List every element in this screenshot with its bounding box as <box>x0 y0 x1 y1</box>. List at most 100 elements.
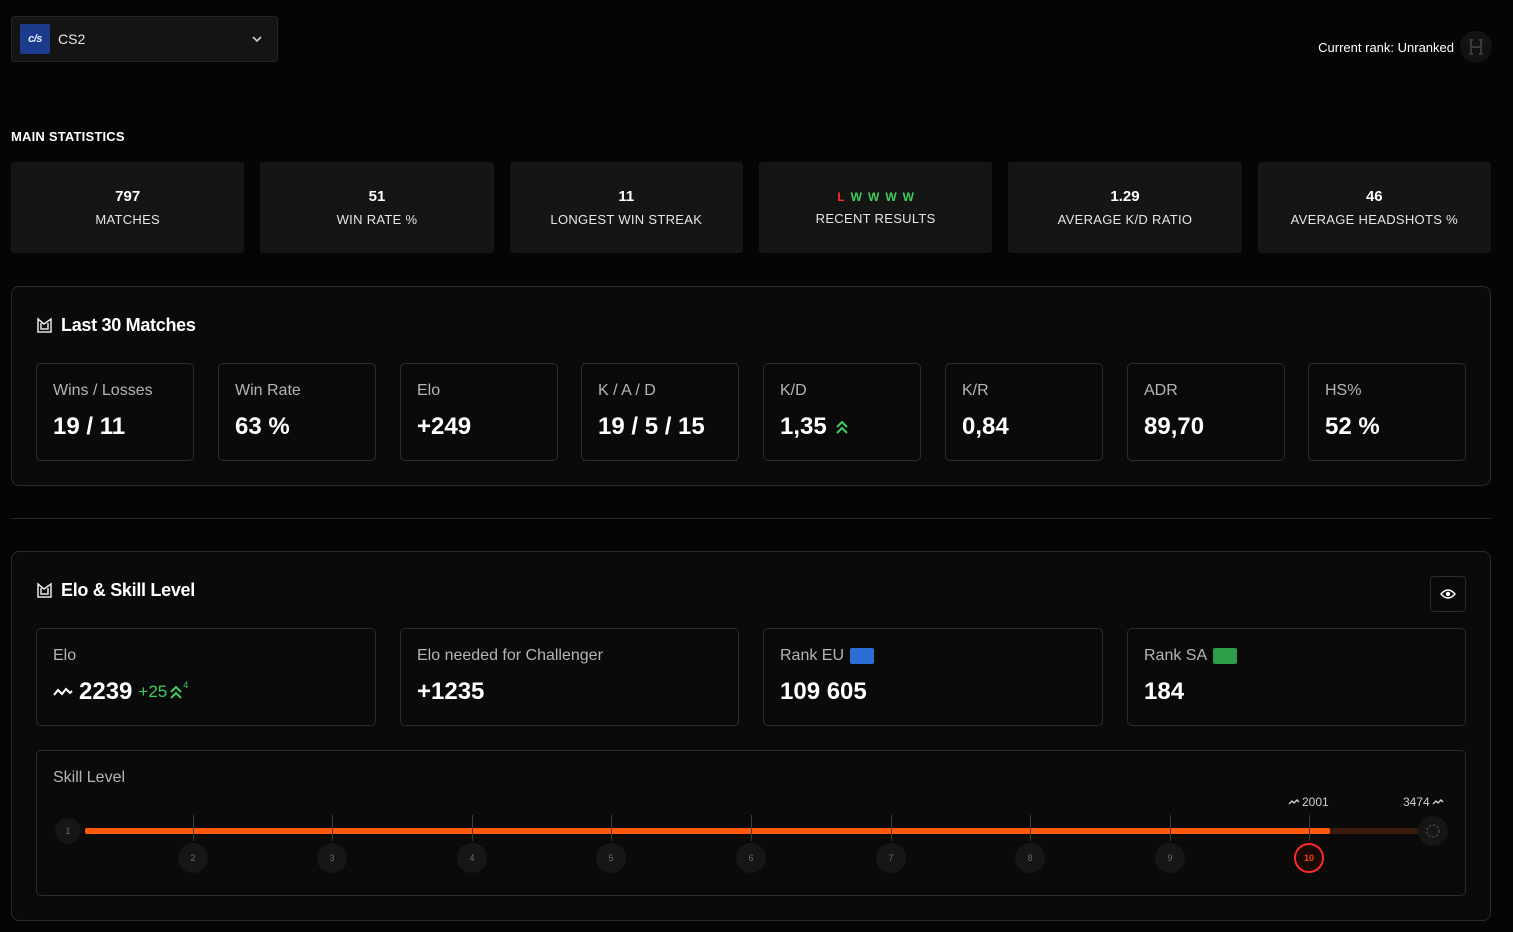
toggle-visibility-button[interactable] <box>1430 576 1466 612</box>
stat-value: 11 <box>618 188 635 205</box>
challenger-icon <box>1418 816 1448 846</box>
double-chevron-up-icon <box>170 685 182 699</box>
rank-sa-label: Rank SA <box>1144 647 1208 664</box>
box-label: Rank SA <box>1144 647 1238 665</box>
stat-box-kad: K / A / D 19 / 5 / 15 <box>581 363 739 461</box>
stat-value: 1.29 <box>1110 188 1140 205</box>
stat-card-matches: 797 MATCHES <box>11 162 245 253</box>
box-label: Rank EU <box>780 647 875 665</box>
result-badge: W <box>850 189 862 204</box>
cs2-logo-icon: c/s <box>20 24 50 54</box>
elo-delta-value: +25 <box>138 682 168 701</box>
stat-box-kr: K/R 0,84 <box>945 363 1103 461</box>
skill-level-10-icon: 10 <box>1294 843 1324 873</box>
faceit-icon <box>37 317 52 333</box>
current-rank: Current rank: Unranked <box>1318 31 1492 63</box>
box-value: 0,84 <box>962 413 1009 440</box>
game-selector[interactable]: c/s CS2 <box>11 16 278 62</box>
stat-card-recent-results: L W W W W RECENT RESULTS <box>758 162 993 253</box>
chevron-down-icon <box>252 36 262 43</box>
box-value: 19 / 5 / 15 <box>598 413 705 440</box>
level-tick <box>193 815 194 841</box>
box-value: 52 % <box>1325 413 1380 440</box>
box-label: K/R <box>962 382 989 399</box>
stat-card-kd-ratio: 1.29 AVERAGE K/D RATIO <box>1008 162 1242 253</box>
box-value: 89,70 <box>1144 413 1205 440</box>
marker-current-value: 2001 <box>1302 795 1329 809</box>
eu-flag-icon <box>850 647 875 664</box>
rank-eu-label: Rank EU <box>780 647 845 664</box>
box-label: Elo <box>53 647 77 664</box>
panel-title: Elo & Skill Level <box>61 580 195 600</box>
result-badge: W <box>902 189 914 204</box>
skill-track-fill <box>85 828 1330 834</box>
box-value: +1235 <box>417 678 485 705</box>
elo-trend-icon <box>1288 799 1300 805</box>
panel-title: Last 30 Matches <box>61 315 196 335</box>
box-label: K/D <box>780 382 807 399</box>
elo-trend-icon <box>1432 799 1444 805</box>
double-chevron-up-icon <box>836 420 848 434</box>
stat-card-headshots: 46 AVERAGE HEADSHOTS % <box>1257 162 1491 253</box>
box-value: +249 <box>417 413 472 440</box>
level-tick <box>332 815 333 841</box>
main-statistics-title: MAIN STATISTICS <box>11 129 125 144</box>
elo-delta-sup: 4 <box>183 680 189 690</box>
marker-max: 3474 <box>1403 795 1444 809</box>
level-tick <box>1309 815 1310 841</box>
level-tick <box>1170 815 1171 841</box>
level-tick <box>751 815 752 841</box>
skill-level-8-icon: 8 <box>1015 843 1045 873</box>
box-value: 19 / 11 <box>53 413 126 440</box>
box-label: HS% <box>1325 382 1362 399</box>
eye-icon <box>1440 589 1456 599</box>
skill-level-2-icon: 2 <box>178 843 208 873</box>
skill-level-6-icon: 6 <box>736 843 766 873</box>
challenger-box: Elo needed for Challenger +1235 <box>400 628 739 726</box>
last-30-matches-panel: Last 30 Matches Wins / Losses 19 / 11 Wi… <box>11 286 1491 486</box>
result-badge: W <box>885 189 897 204</box>
stat-box-wins-losses: Wins / Losses 19 / 11 <box>36 363 194 461</box>
skill-level-box: Skill Level 2001 3474 1 2 3 4 5 6 7 8 9 10 <box>36 750 1466 896</box>
level-tick <box>891 815 892 841</box>
box-label: Wins / Losses <box>53 382 153 399</box>
kd-value: 1,35 <box>780 413 827 440</box>
stat-box-win-rate: Win Rate 63 % <box>218 363 376 461</box>
stat-label: AVERAGE HEADSHOTS % <box>1290 212 1458 227</box>
level-tick <box>1030 815 1031 841</box>
stat-label: LONGEST WIN STREAK <box>550 212 703 227</box>
box-label: Win Rate <box>235 382 301 399</box>
box-label: Skill Level <box>53 769 126 786</box>
level-tick <box>472 815 473 841</box>
box-label: Elo needed for Challenger <box>417 647 603 664</box>
stat-box-kd: K/D 1,35 <box>763 363 921 461</box>
skill-level-4-icon: 4 <box>457 843 487 873</box>
marker-current: 2001 <box>1288 795 1329 809</box>
elo-skill-panel: Elo & Skill Level Elo 2239 +25 4 Elo nee… <box>11 551 1491 921</box>
rank-badge-icon <box>1460 31 1492 63</box>
sa-flag-icon <box>1213 647 1238 664</box>
box-value: 109 605 <box>780 678 867 705</box>
stat-value: 46 <box>1365 188 1383 205</box>
stat-box-elo: Elo +249 <box>400 363 558 461</box>
stat-value: 797 <box>115 188 141 205</box>
elo-box: Elo 2239 +25 4 <box>36 628 376 726</box>
current-rank-text: Current rank: Unranked <box>1318 39 1454 55</box>
stat-box-adr: ADR 89,70 <box>1127 363 1285 461</box>
result-badge: W <box>867 189 880 204</box>
stat-value: 51 <box>368 188 386 205</box>
skill-level-9-icon: 9 <box>1155 843 1185 873</box>
skill-level-3-icon: 3 <box>317 843 347 873</box>
elo-trend-icon <box>53 687 73 696</box>
rank-sa-box: Rank SA 184 <box>1127 628 1466 726</box>
box-label: ADR <box>1144 382 1178 399</box>
section-divider <box>11 518 1491 519</box>
stat-box-hs: HS% 52 % <box>1308 363 1466 461</box>
rank-eu-box: Rank EU 109 605 <box>763 628 1103 726</box>
stat-label: AVERAGE K/D RATIO <box>1057 212 1193 227</box>
stat-label: MATCHES <box>95 212 161 227</box>
box-label: Elo <box>417 382 441 399</box>
skill-level-5-icon: 5 <box>596 843 626 873</box>
box-value: 1,35 <box>780 413 849 441</box>
elo-delta: +25 4 <box>138 680 189 702</box>
